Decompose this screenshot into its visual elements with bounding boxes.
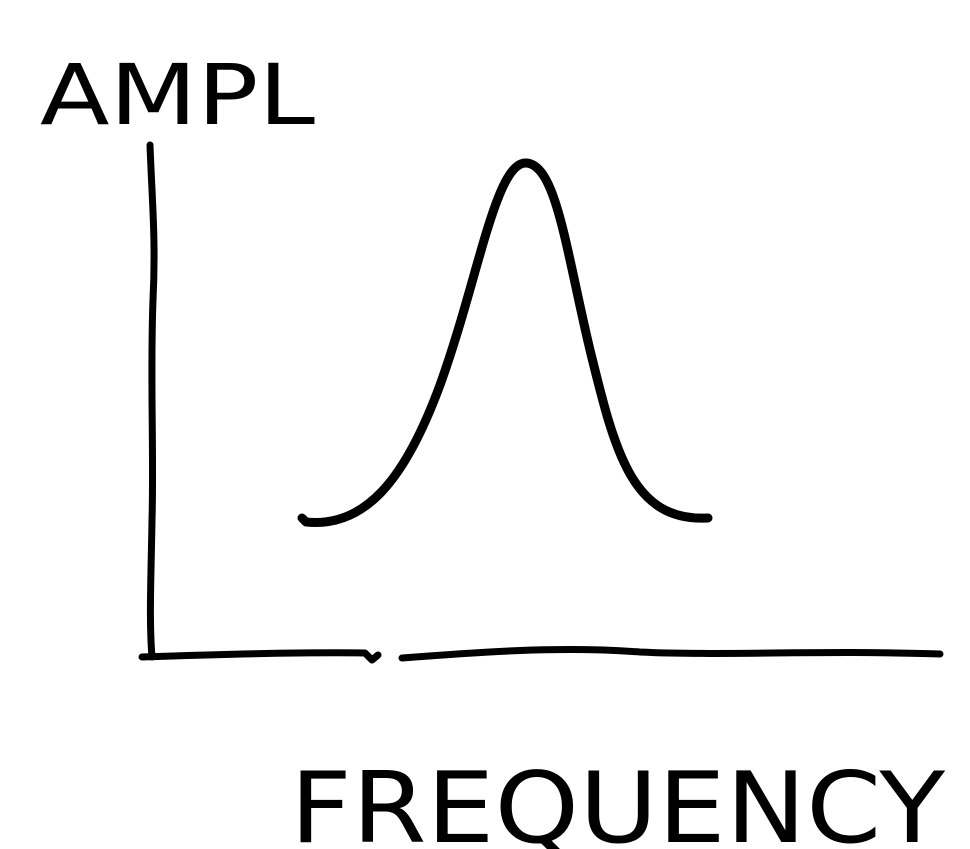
- x-axis: [138, 649, 382, 664]
- x-axis: [398, 646, 944, 662]
- y-axis: [146, 141, 158, 661]
- y-axis-label: AMPL: [40, 46, 315, 144]
- peak-curve: [297, 158, 713, 527]
- x-axis-label: FREQUENCY: [290, 752, 946, 849]
